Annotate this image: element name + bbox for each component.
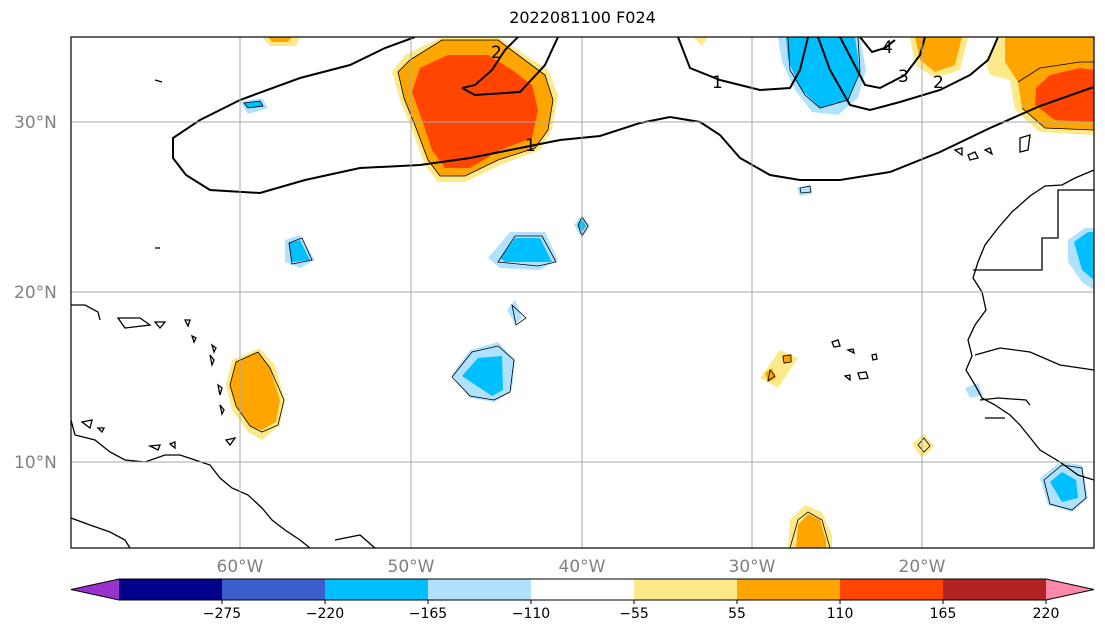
colorbar-segment <box>325 579 429 600</box>
colorbar-segment <box>634 579 738 600</box>
map-title: 2022081100 F024 <box>509 8 656 27</box>
colorbar-extend-low <box>71 579 119 600</box>
isoline-set <box>172 37 1094 195</box>
positive-anomaly-27w-6n <box>788 505 832 548</box>
positive-anomaly-caribbean <box>226 348 285 440</box>
lon-label-50w: 50°W <box>388 557 435 577</box>
colorbar-tick-label: −165 <box>409 606 447 622</box>
colorbar-segment <box>428 579 532 600</box>
positive-anomaly-north-central <box>392 38 558 182</box>
colorbar-segment <box>943 579 1047 600</box>
coastlines <box>71 79 1094 548</box>
lon-label-40w: 40°W <box>559 557 606 577</box>
colorbar-segment <box>840 579 944 600</box>
contour-label: 1 <box>712 73 723 93</box>
lon-label-30w: 30°W <box>729 557 776 577</box>
gridlines <box>71 37 1094 548</box>
colorbar-segment <box>119 579 223 600</box>
colorbar-tick-label: 55 <box>728 606 746 622</box>
colorbar-segment <box>531 579 635 600</box>
negative-anomaly-east-22n <box>1068 228 1094 290</box>
lon-label-60w: 60°W <box>217 557 264 577</box>
contour-label: 1 <box>525 136 536 156</box>
colorbar-tick-label: −55 <box>619 606 649 622</box>
colorbar-tick-label: 110 <box>827 606 854 622</box>
colorbar-tick-label: −110 <box>512 606 550 622</box>
negative-anomaly-east-8n <box>1040 462 1088 512</box>
colorbar-tick-label: 220 <box>1033 606 1060 622</box>
lat-label-20n: 20°N <box>14 283 57 303</box>
contour-label: 3 <box>898 67 909 87</box>
colorbar-tick-label: −220 <box>306 606 344 622</box>
positive-anomaly-east <box>985 37 1094 135</box>
contour-label: 2 <box>933 73 944 93</box>
lat-label-30n: 30°N <box>14 113 57 133</box>
contour-label: 2 <box>491 43 502 63</box>
colorbar-tick-label: 165 <box>930 606 957 622</box>
map-frame <box>70 36 1095 549</box>
colorbar-outline <box>70 578 1095 601</box>
lat-label-10n: 10°N <box>14 453 57 473</box>
colorbar-extend-high <box>1046 579 1094 600</box>
colorbar: −275−220−165−110−5555110165220275 <box>70 578 1095 622</box>
negative-anomaly-45w-22n <box>488 232 558 270</box>
colorbar-segment <box>737 579 841 600</box>
lon-label-20w: 20°W <box>899 557 946 577</box>
colorbar-tick-label: −275 <box>203 606 241 622</box>
negative-anomaly-57w-22n <box>285 235 315 268</box>
colorbar-segment <box>222 579 326 600</box>
contour-label: 4 <box>882 38 893 58</box>
